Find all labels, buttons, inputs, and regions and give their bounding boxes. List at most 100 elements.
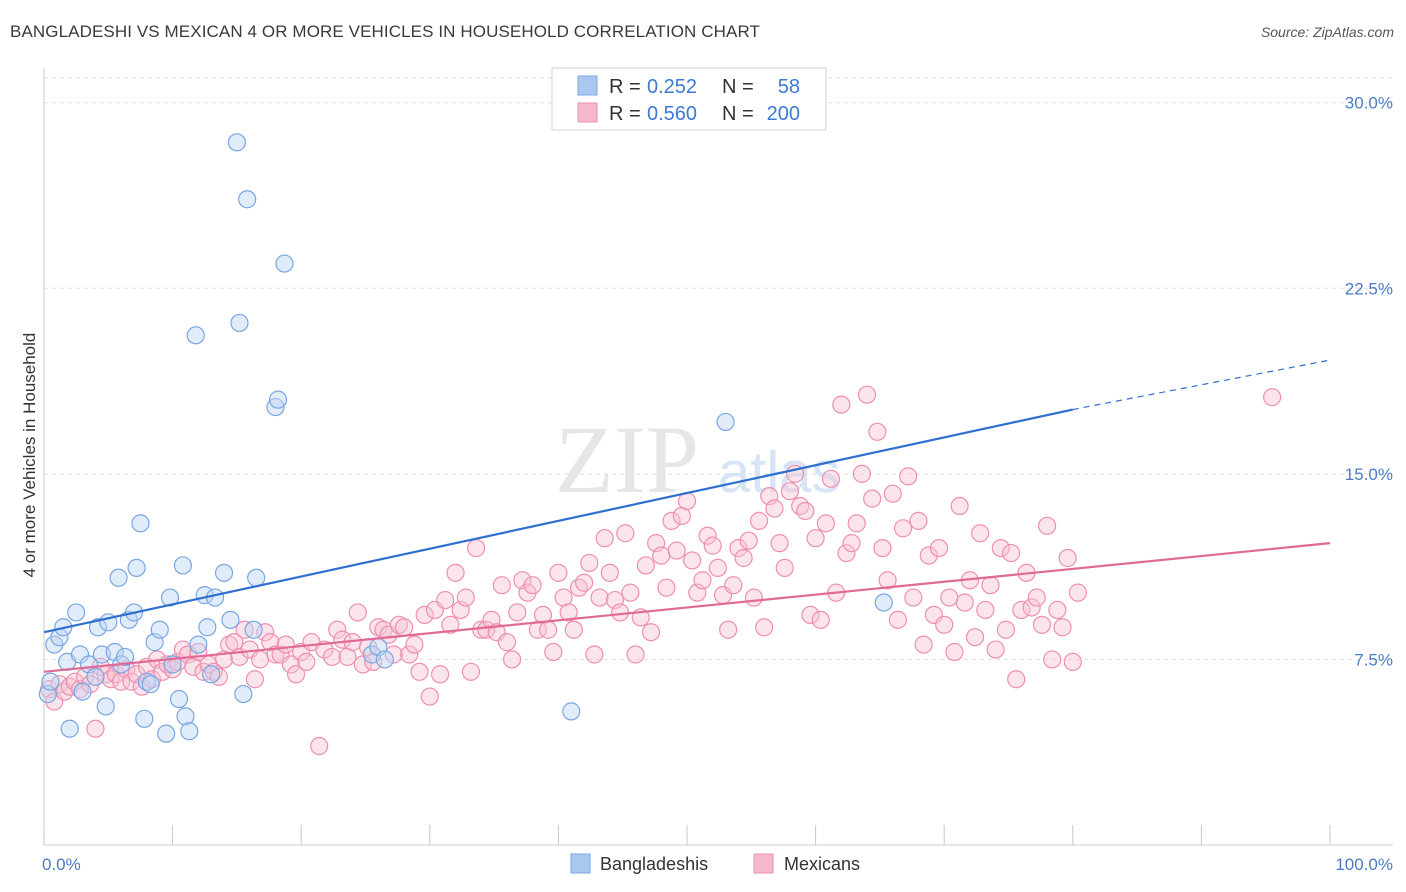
series-mexicans (40, 385, 1282, 756)
point-mexicans (791, 496, 810, 516)
bottom-legend-label-bangladeshis: Bangladeshis (600, 854, 708, 874)
point-bangladeshis (70, 645, 90, 664)
legend-n-label-1: N = (722, 76, 754, 98)
point-bangladeshis (169, 689, 189, 709)
trend-line-bangladeshis (43, 408, 1074, 634)
point-mexicans (909, 511, 928, 530)
point-mexicans (698, 526, 717, 545)
point-mexicans (86, 719, 105, 738)
point-mexicans (585, 645, 604, 664)
point-mexicans (322, 647, 342, 667)
point-bangladeshis (238, 190, 257, 209)
watermark-zip: ZIP (555, 406, 699, 513)
bottom-legend-swatch-mexicans (753, 853, 774, 874)
point-bangladeshis (234, 684, 253, 704)
point-mexicans (1022, 598, 1041, 617)
point-mexicans (1037, 516, 1057, 535)
point-mexicans (940, 588, 959, 607)
point-mexicans (775, 558, 794, 577)
point-mexicans (611, 603, 630, 622)
point-bangladeshis (173, 556, 192, 575)
point-mexicans (888, 610, 908, 629)
point-mexicans (965, 628, 985, 647)
point-mexicans (857, 385, 877, 404)
point-mexicans (883, 484, 902, 503)
point-mexicans (1058, 548, 1077, 568)
point-mexicans (868, 422, 887, 441)
point-mexicans (245, 670, 265, 689)
point-bangladeshis (227, 133, 246, 152)
point-mexicans (739, 531, 758, 550)
trend-lines (43, 359, 1331, 673)
point-mexicans (744, 588, 763, 607)
point-mexicans (935, 615, 954, 634)
point-mexicans (590, 588, 609, 607)
point-mexicans (1063, 652, 1082, 672)
point-mexicans (281, 655, 301, 674)
point-mexicans (1001, 543, 1021, 563)
point-mexicans (683, 551, 702, 570)
legend-top: R = 0.252 N = 58 R = 0.560 N = 200 (551, 67, 827, 131)
point-mexicans (415, 605, 434, 625)
point-mexicans (1007, 670, 1026, 689)
legend-r-value-bangladeshis: 0.252 (647, 76, 697, 98)
point-mexicans (821, 469, 841, 488)
x-tick-label-max: 100.0% (1335, 855, 1393, 874)
point-mexicans (832, 395, 851, 414)
point-mexicans (310, 736, 329, 756)
point-mexicans (991, 538, 1010, 558)
point-bangladeshis (127, 558, 146, 577)
bottom-legend-swatch-bangladeshis (570, 853, 591, 874)
point-mexicans (863, 489, 882, 508)
point-bangladeshis (230, 313, 249, 333)
point-mexicans (955, 593, 974, 612)
point-mexicans (837, 543, 856, 563)
series-bangladeshis (38, 133, 893, 743)
legend-n-value-bangladeshis: 58 (778, 76, 800, 98)
point-mexicans (430, 665, 450, 684)
point-mexicans (569, 578, 589, 597)
legend-swatch-mexicans (577, 102, 598, 123)
point-mexicans (1032, 615, 1052, 634)
point-mexicans (919, 546, 938, 565)
point-mexicans (410, 662, 429, 681)
point-mexicans (544, 642, 563, 662)
point-mexicans (446, 563, 465, 582)
point-mexicans (801, 605, 820, 625)
point-mexicans (492, 576, 511, 595)
legend-n-value-mexicans: 200 (767, 103, 800, 125)
legend-n-label-2: N = (722, 103, 754, 125)
point-mexicans (749, 511, 769, 530)
point-bangladeshis (60, 719, 79, 738)
point-bangladeshis (221, 610, 240, 629)
point-mexicans (348, 603, 367, 622)
point-bangladeshis (115, 647, 135, 667)
point-mexicans (1048, 600, 1067, 620)
point-mexicans (657, 578, 676, 597)
point-mexicans (626, 645, 645, 664)
point-bangladeshis (150, 620, 169, 639)
point-mexicans (981, 576, 1000, 595)
point-bangladeshis (244, 620, 263, 639)
point-mexicans (297, 652, 316, 672)
point-bangladeshis (96, 697, 115, 716)
legend-r-label-2: R = (609, 103, 641, 125)
point-mexicans (976, 600, 995, 620)
point-mexicans (276, 635, 295, 654)
point-mexicans (904, 588, 923, 607)
point-mexicans (394, 618, 414, 637)
y-tick-label: 7.5% (1354, 650, 1393, 669)
point-mexicans (667, 541, 686, 560)
point-bangladeshis (141, 675, 160, 694)
point-bangladeshis (67, 603, 86, 622)
trend-line-bangladeshis-extension (1072, 359, 1331, 411)
point-bangladeshis (375, 650, 394, 669)
point-mexicans (780, 482, 799, 501)
point-bangladeshis (41, 672, 60, 691)
point-mexicans (461, 662, 481, 681)
point-mexicans (636, 556, 655, 575)
point-bangladeshis (874, 593, 893, 612)
point-bangladeshis (109, 568, 128, 587)
point-mexicans (945, 642, 964, 662)
point-mexicans (559, 603, 578, 622)
